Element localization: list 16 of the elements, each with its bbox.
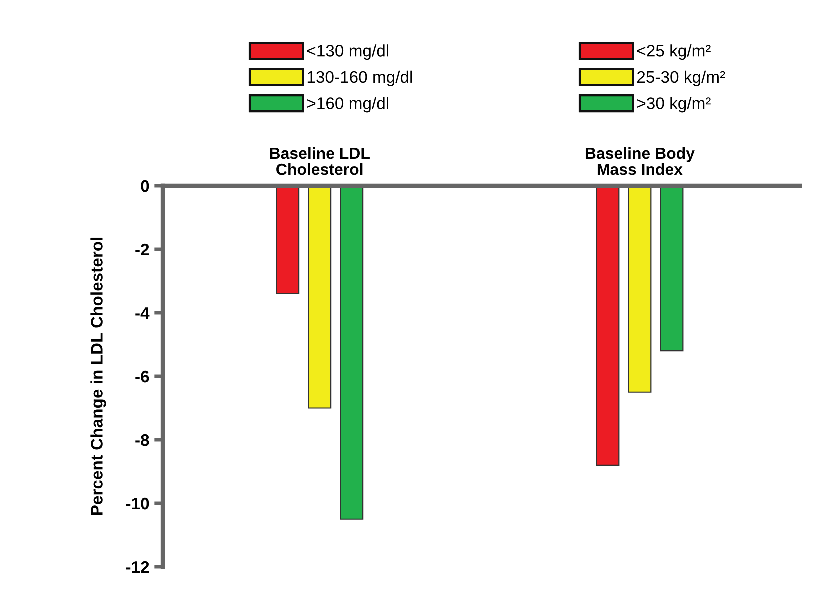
y-tick-label: -6 [136, 370, 150, 383]
y-tick-label: -4 [136, 308, 150, 320]
y-tick-label: 0 [141, 180, 150, 192]
y-axis-title: Percent Change in LDL Cholesterol [90, 238, 106, 516]
legend-label: 25-30 kg/m² [638, 70, 726, 86]
legend-label: 130-160 mg/dl [308, 70, 412, 86]
x-tick-label: Baseline Body Mass Index [586, 147, 695, 176]
legend-label: >160 mg/dl [307, 97, 388, 113]
legend-label: <25 kg/m² [637, 44, 711, 60]
y-tick-label: -2 [136, 244, 150, 256]
y-tick-label: -10 [126, 498, 150, 510]
y-tick-label: -8 [136, 434, 150, 446]
legend-label: <130 mg/dl [307, 44, 388, 60]
x-tick-label: Baseline LDL Cholesterol [270, 147, 370, 176]
legend-label: >30 kg/m² [637, 97, 711, 113]
y-tick-label: -12 [126, 561, 150, 574]
